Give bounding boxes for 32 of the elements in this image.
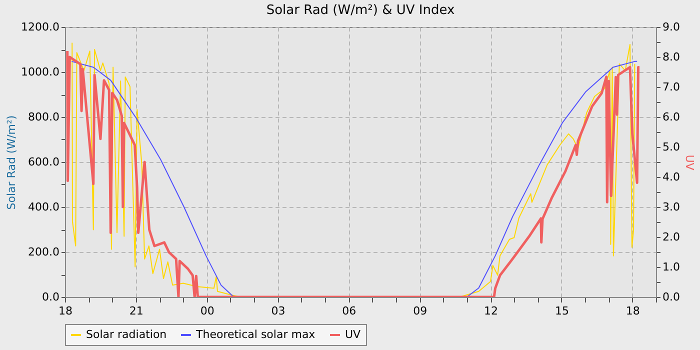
y-axis-title: Solar Rad (W/m²) xyxy=(5,115,18,210)
x-tick-label: 18 xyxy=(58,304,72,318)
y-tick-label: 1200.0 xyxy=(21,20,60,34)
legend-label: UV xyxy=(345,328,362,341)
y2-tick-label: 8.0 xyxy=(662,50,680,64)
y-tick-label: 0.0 xyxy=(42,290,60,304)
legend-label: Solar radiation xyxy=(86,328,167,341)
y-tick-label: 400.0 xyxy=(28,200,60,214)
chart-title: Solar Rad (W/m²) & UV Index xyxy=(266,3,455,18)
y-tick-label: 200.0 xyxy=(28,246,60,258)
x-tick-label: 03 xyxy=(271,304,286,318)
y-tick-label: 1000.0 xyxy=(21,66,60,78)
y2-tick-label: 0.0 xyxy=(662,290,680,304)
y2-tick-label: 9.0 xyxy=(662,20,680,34)
y2-axis-title: UV xyxy=(682,154,696,171)
y2-tick-label: 7.0 xyxy=(662,80,680,94)
x-tick-label: 18 xyxy=(626,304,640,318)
y-tick-label: 600.0 xyxy=(28,156,60,168)
y2-tick-label: 5.0 xyxy=(662,140,680,154)
x-tick-label: 09 xyxy=(413,304,428,318)
legend-label: Theoretical solar max xyxy=(195,328,316,341)
y2-tick-label: 4.0 xyxy=(662,170,680,184)
x-tick-label: 06 xyxy=(342,304,356,318)
x-tick-label: 15 xyxy=(554,304,569,318)
y-tick-label: 800.0 xyxy=(28,110,60,124)
x-tick-label: 21 xyxy=(129,304,144,318)
y2-tick-label: 3.0 xyxy=(662,200,680,214)
x-tick-label: 00 xyxy=(200,304,214,318)
y2-tick-label: 2.0 xyxy=(662,230,680,244)
y2-tick-label: 1.0 xyxy=(662,260,680,274)
y2-tick-label: 6.0 xyxy=(662,110,680,124)
x-tick-label: 12 xyxy=(484,304,498,318)
